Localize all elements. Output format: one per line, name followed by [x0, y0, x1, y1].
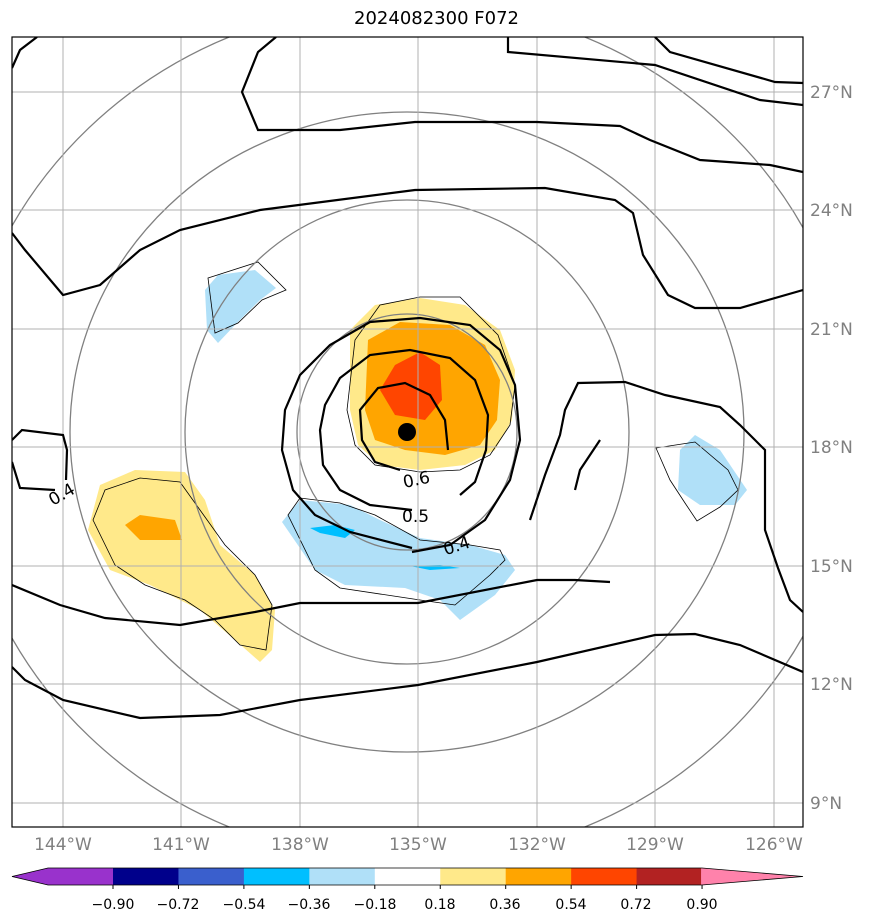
- colorbar-segment: [636, 868, 703, 885]
- colorbar-segment: [113, 868, 179, 885]
- lon-label: 135°W: [389, 835, 447, 855]
- lat-label: 15°N: [810, 557, 853, 577]
- contour-label-05: 0.5: [402, 507, 429, 527]
- colorbar-tick-label: −0.54: [223, 897, 266, 913]
- lon-label: 126°W: [745, 835, 803, 855]
- colorbar-tick-label: −0.36: [288, 897, 331, 913]
- colorbar-tick-label: −0.90: [92, 897, 135, 913]
- lon-label: 141°W: [152, 835, 210, 855]
- map-area: 0.4 0.6 0.5 0.4: [12, 37, 803, 827]
- thin-contours: [92, 261, 739, 651]
- colorbar-segment: [440, 868, 507, 885]
- gridlines: [12, 37, 803, 827]
- lat-label: 9°N: [810, 794, 842, 814]
- contour-labels: 0.4 0.6 0.5 0.4: [45, 468, 473, 560]
- colorbar-segment: [309, 868, 376, 885]
- lat-label: 18°N: [810, 438, 853, 458]
- lon-label: 129°W: [626, 835, 684, 855]
- colorbar-segment: [243, 868, 310, 885]
- lon-label: 132°W: [508, 835, 566, 855]
- colorbar-labels: −0.90 −0.72 −0.54 −0.36 −0.18 0.18 0.36 …: [92, 897, 718, 913]
- colorbar-tick-label: 0.90: [686, 897, 717, 913]
- colorbar-segment: [505, 868, 572, 885]
- colorbar-tick-label: 0.18: [424, 897, 455, 913]
- colorbar-segment: [178, 868, 245, 885]
- lon-axis: 144°W 141°W 138°W 135°W 132°W 129°W 126°…: [34, 835, 803, 855]
- colorbar-extend-high: [701, 868, 803, 885]
- lat-axis: 27°N 24°N 21°N 18°N 15°N 12°N 9°N: [810, 83, 853, 814]
- lat-label: 21°N: [810, 320, 853, 340]
- colorbar-segment: [48, 868, 113, 885]
- shade-west-orange: [125, 515, 182, 540]
- colorbar-tick-label: −0.18: [354, 897, 397, 913]
- thick-contours: [12, 37, 803, 720]
- colorbar-segment: [571, 868, 638, 885]
- lat-label: 12°N: [810, 675, 853, 695]
- storm-center-marker: [398, 423, 416, 441]
- colorbar-tick-label: 0.36: [489, 897, 520, 913]
- colorbar: [11, 867, 804, 889]
- range-rings: [12, 37, 803, 827]
- lon-label: 138°W: [271, 835, 329, 855]
- plot-title: 2024082300 F072: [354, 8, 519, 29]
- shade-negative-nw: [205, 270, 276, 343]
- colorbar-outline: [11, 867, 804, 886]
- colorbar-extend-low: [12, 868, 48, 885]
- lat-label: 27°N: [810, 83, 853, 103]
- lon-label: 144°W: [34, 835, 92, 855]
- map-frame: [11, 36, 804, 828]
- colorbar-segment: [374, 868, 441, 885]
- colorbar-tick-label: 0.54: [555, 897, 586, 913]
- lat-label: 24°N: [810, 201, 853, 221]
- colorbar-tick-label: 0.72: [620, 897, 651, 913]
- shade-negative-east: [678, 435, 747, 505]
- colorbar-tick-label: −0.72: [157, 897, 200, 913]
